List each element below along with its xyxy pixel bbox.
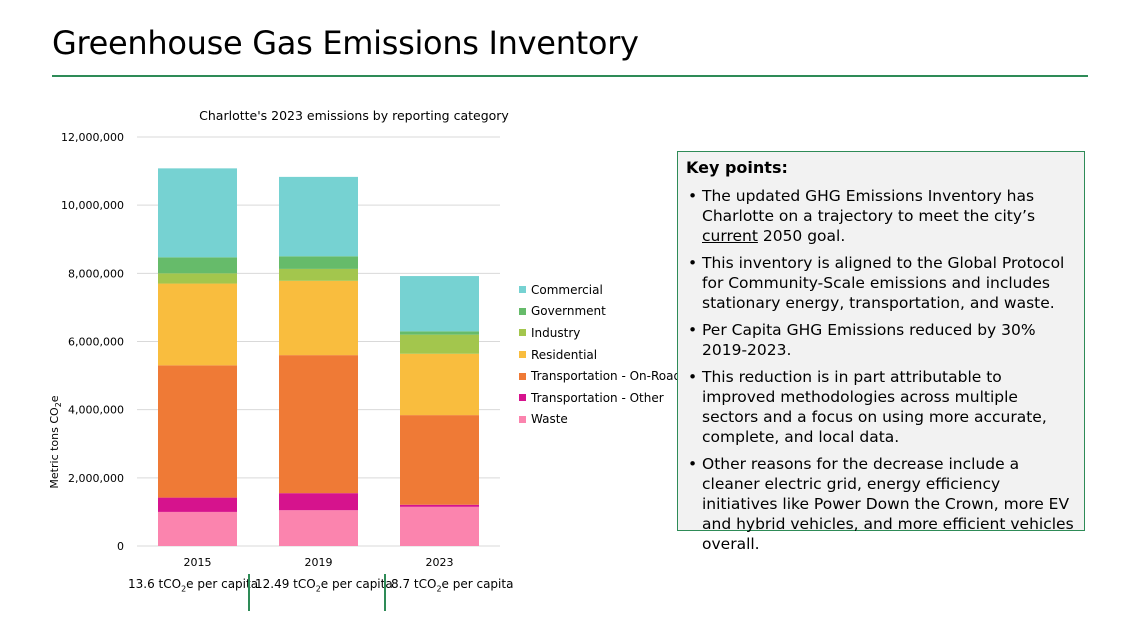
emissions-chart: Charlotte's 2023 emissions by reporting …	[48, 108, 509, 569]
chart-title: Charlotte's 2023 emissions by reporting …	[199, 108, 509, 123]
bar-segment-commercial	[400, 276, 479, 332]
bar-segment-transportation-on-road	[400, 415, 479, 505]
legend-swatch	[519, 329, 526, 337]
bar-segment-residential	[400, 353, 479, 416]
bar-segment-transportation-on-road	[279, 355, 358, 494]
bar-segment-waste	[400, 506, 479, 546]
y-axis-label: Metric tons CO2e	[48, 395, 63, 488]
key-point-item: Per Capita GHG Emissions reduced by 30% …	[686, 320, 1076, 360]
y-tick-label: 0	[117, 540, 124, 553]
bar-segment-government	[158, 257, 237, 274]
legend-item: Waste	[519, 409, 681, 431]
key-point-item: This reduction is in part attributable t…	[686, 367, 1076, 447]
per-capita-2023: 8.7 tCO2e per capita	[391, 577, 514, 594]
legend-item: Industry	[519, 322, 681, 344]
legend-label: Transportation - Other	[531, 390, 664, 405]
y-tick-label: 2,000,000	[68, 472, 124, 485]
bar-segment-transportation-other	[400, 504, 479, 507]
per-capita-divider	[248, 574, 250, 611]
key-points-title: Key points:	[686, 158, 788, 177]
key-point-item: The updated GHG Emissions Inventory has …	[686, 186, 1076, 246]
bar-segment-industry	[158, 273, 237, 284]
bar-segment-commercial	[279, 176, 358, 257]
legend-item: Commercial	[519, 279, 681, 301]
y-tick-label: 4,000,000	[68, 404, 124, 417]
chart-legend: Commercial Government Industry Residential T…	[519, 279, 681, 430]
legend-item: Residential	[519, 344, 681, 366]
bar-segment-government	[400, 331, 479, 335]
key-points-box: Key points: The updated GHG Emissions In…	[677, 151, 1085, 553]
y-tick-label: 12,000,000	[61, 131, 124, 144]
bar-segment-residential	[279, 280, 358, 356]
title-divider	[52, 75, 1088, 77]
x-tick-label: 2015	[184, 556, 212, 569]
legend-label: Transportation - On-Road	[531, 369, 682, 384]
page-title: Greenhouse Gas Emissions Inventory	[52, 24, 639, 62]
per-capita-divider	[384, 574, 386, 611]
legend-swatch	[519, 394, 526, 402]
bar-segment-transportation-other	[279, 493, 358, 511]
bar-segment-residential	[158, 283, 237, 366]
legend-item: Government	[519, 301, 681, 323]
legend-label: Residential	[531, 347, 598, 362]
y-tick-label: 6,000,000	[68, 336, 124, 349]
legend-label: Commercial	[531, 282, 603, 297]
legend-swatch	[519, 351, 526, 359]
key-point-item: Other reasons for the decrease include a…	[686, 454, 1076, 554]
x-tick-label: 2019	[305, 556, 333, 569]
bar-segment-commercial	[158, 168, 237, 258]
x-tick-label: 2023	[426, 556, 454, 569]
legend-label: Industry	[531, 325, 581, 340]
legend-item: Transportation - On-Road	[519, 365, 681, 387]
bar-segment-transportation-on-road	[158, 365, 237, 498]
legend-swatch	[519, 415, 526, 423]
legend-swatch	[519, 307, 526, 315]
legend-item: Transportation - Other	[519, 387, 681, 409]
key-point-item: This inventory is aligned to the Global …	[686, 253, 1076, 313]
legend-label: Waste	[531, 412, 568, 427]
y-tick-label: 10,000,000	[61, 199, 124, 212]
bar-segment-transportation-other	[158, 497, 237, 512]
bar-segment-industry	[279, 268, 358, 281]
per-capita-2015: 13.6 tCO2e per capita	[128, 577, 259, 594]
legend-swatch	[519, 286, 526, 294]
bar-segment-government	[279, 256, 358, 269]
per-capita-2019: 12.49 tCO2e per capita	[255, 577, 393, 594]
bar-segment-waste	[158, 511, 237, 546]
key-points-list: The updated GHG Emissions Inventory has …	[686, 186, 1076, 554]
legend-label: Government	[531, 304, 606, 319]
legend-swatch	[519, 372, 526, 380]
bar-segment-waste	[279, 510, 358, 546]
bar-segment-industry	[400, 334, 479, 354]
y-tick-label: 8,000,000	[68, 267, 124, 280]
